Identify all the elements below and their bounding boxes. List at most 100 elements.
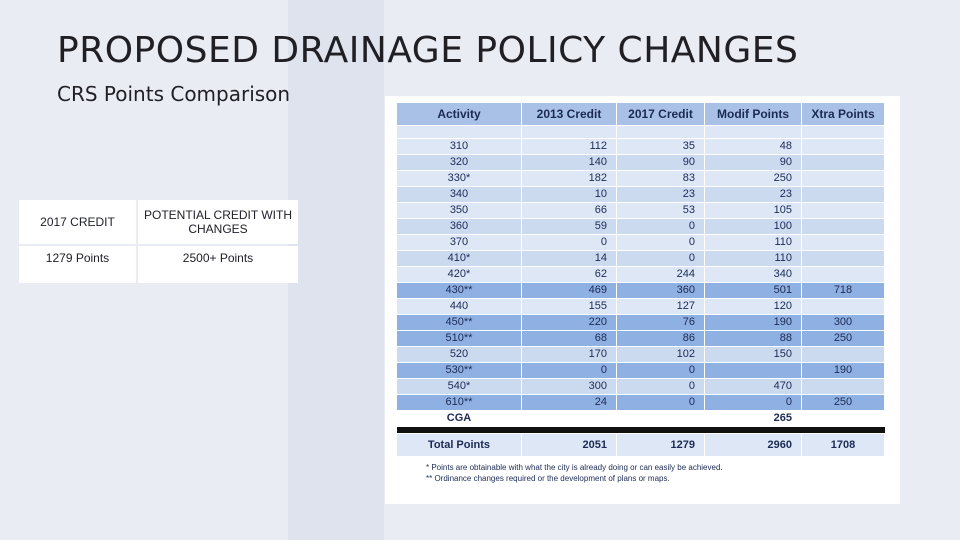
modif-points-cell: 90 xyxy=(704,154,802,171)
xtra-points-cell: 250 xyxy=(801,330,885,347)
xtra-points-cell xyxy=(801,378,885,395)
total-2013: 2051 xyxy=(521,433,617,457)
table-row: 540* 300 0 470 xyxy=(396,378,885,395)
activity-cell: 520 xyxy=(396,346,522,363)
xtra-points-cell xyxy=(801,186,885,203)
comparison-header-row: 2017 CREDIT POTENTIAL CREDIT WITH CHANGE… xyxy=(19,200,298,244)
spacer-row xyxy=(396,125,885,139)
modif-points-cell: 501 xyxy=(704,282,802,299)
activity-cell: 420* xyxy=(396,266,522,283)
credit-2013-cell: 59 xyxy=(521,218,617,235)
header-2017-credit: 2017 Credit xyxy=(616,102,705,126)
activity-cell: 320 xyxy=(396,154,522,171)
credit-2017-cell: 0 xyxy=(616,378,705,395)
crs-points-table: Activity 2013 Credit 2017 Credit Modif P… xyxy=(396,102,885,457)
credit-2013-cell: 62 xyxy=(521,266,617,283)
header-modif-points: Modif Points xyxy=(704,102,802,126)
xtra-points-cell: 300 xyxy=(801,314,885,331)
modif-points-cell: 120 xyxy=(704,298,802,315)
table-footnotes: * Points are obtainable with what the ci… xyxy=(426,462,723,484)
table-row: 340 10 23 23 xyxy=(396,186,885,203)
comparison-value-2017: 1279 Points xyxy=(19,246,136,283)
points-table-body: 310 112 35 48 320 140 90 90 330* 182 83 250 340 10 23 2… xyxy=(396,125,885,411)
xtra-points-cell xyxy=(801,298,885,315)
table-row: 320 140 90 90 xyxy=(396,154,885,171)
header-xtra-points: Xtra Points xyxy=(801,102,885,126)
xtra-points-cell xyxy=(801,266,885,283)
comparison-header-potential: POTENTIAL CREDIT WITH CHANGES xyxy=(138,200,298,244)
credit-2017-cell: 127 xyxy=(616,298,705,315)
cga-modif: 265 xyxy=(704,410,802,427)
activity-cell: 530** xyxy=(396,362,522,379)
cga-label: CGA xyxy=(396,410,522,427)
total-modif: 2960 xyxy=(704,433,802,457)
modif-points-cell: 48 xyxy=(704,138,802,155)
table-row: 360 59 0 100 xyxy=(396,218,885,235)
modif-points-cell: 110 xyxy=(704,234,802,251)
comparison-value-row: 1279 Points 2500+ Points xyxy=(19,246,298,283)
table-row: 370 0 0 110 xyxy=(396,234,885,251)
page-title: PROPOSED DRAINAGE POLICY CHANGES xyxy=(57,30,799,71)
credit-2013-cell: 170 xyxy=(521,346,617,363)
credit-2013-cell: 140 xyxy=(521,154,617,171)
total-label: Total Points xyxy=(396,433,522,457)
modif-points-cell: 470 xyxy=(704,378,802,395)
credit-2013-cell: 68 xyxy=(521,330,617,347)
activity-cell: 450** xyxy=(396,314,522,331)
credit-2013-cell: 112 xyxy=(521,138,617,155)
credit-2013-cell: 10 xyxy=(521,186,617,203)
activity-cell: 430** xyxy=(396,282,522,299)
table-row: 610** 24 0 0 250 xyxy=(396,394,885,411)
comparison-header-2017: 2017 CREDIT xyxy=(19,200,136,244)
credit-2013-cell: 0 xyxy=(521,362,617,379)
xtra-points-cell xyxy=(801,170,885,187)
credit-2017-cell: 0 xyxy=(616,394,705,411)
divider-bar xyxy=(396,426,885,434)
activity-cell: 610** xyxy=(396,394,522,411)
credit-2013-cell: 469 xyxy=(521,282,617,299)
activity-cell: 370 xyxy=(396,234,522,251)
modif-points-cell: 250 xyxy=(704,170,802,187)
table-row: 350 66 53 105 xyxy=(396,202,885,219)
credit-2013-cell: 14 xyxy=(521,250,617,267)
credit-2017-cell: 0 xyxy=(616,234,705,251)
credit-2017-cell: 76 xyxy=(616,314,705,331)
modif-points-cell: 340 xyxy=(704,266,802,283)
xtra-points-cell xyxy=(801,346,885,363)
credit-2013-cell: 182 xyxy=(521,170,617,187)
activity-cell: 340 xyxy=(396,186,522,203)
credit-2013-cell: 155 xyxy=(521,298,617,315)
credit-2017-cell: 35 xyxy=(616,138,705,155)
table-row: 450** 220 76 190 300 xyxy=(396,314,885,331)
total-xtra: 1708 xyxy=(801,433,885,457)
header-2013-credit: 2013 Credit xyxy=(521,102,617,126)
cga-row: CGA 265 xyxy=(396,410,885,427)
credit-2017-cell: 90 xyxy=(616,154,705,171)
credit-comparison-table: 2017 CREDIT POTENTIAL CREDIT WITH CHANGE… xyxy=(17,198,300,285)
total-2017: 1279 xyxy=(616,433,705,457)
modif-points-cell: 88 xyxy=(704,330,802,347)
activity-cell: 510** xyxy=(396,330,522,347)
footnote-single-star: * Points are obtainable with what the ci… xyxy=(426,463,723,472)
credit-2013-cell: 0 xyxy=(521,234,617,251)
table-row: 440 155 127 120 xyxy=(396,298,885,315)
modif-points-cell: 190 xyxy=(704,314,802,331)
modif-points-cell: 150 xyxy=(704,346,802,363)
activity-cell: 440 xyxy=(396,298,522,315)
credit-2017-cell: 23 xyxy=(616,186,705,203)
credit-2017-cell: 0 xyxy=(616,362,705,379)
modif-points-cell: 23 xyxy=(704,186,802,203)
activity-cell: 310 xyxy=(396,138,522,155)
credit-2013-cell: 220 xyxy=(521,314,617,331)
activity-cell: 410* xyxy=(396,250,522,267)
table-row: 530** 0 0 190 xyxy=(396,362,885,379)
credit-2017-cell: 83 xyxy=(616,170,705,187)
footnote-double-star: ** Ordinance changes required or the dev… xyxy=(426,474,670,483)
xtra-points-cell xyxy=(801,138,885,155)
header-activity: Activity xyxy=(396,102,522,126)
table-row: 310 112 35 48 xyxy=(396,138,885,155)
activity-cell: 540* xyxy=(396,378,522,395)
xtra-points-cell: 718 xyxy=(801,282,885,299)
xtra-points-cell xyxy=(801,250,885,267)
table-row: 330* 182 83 250 xyxy=(396,170,885,187)
